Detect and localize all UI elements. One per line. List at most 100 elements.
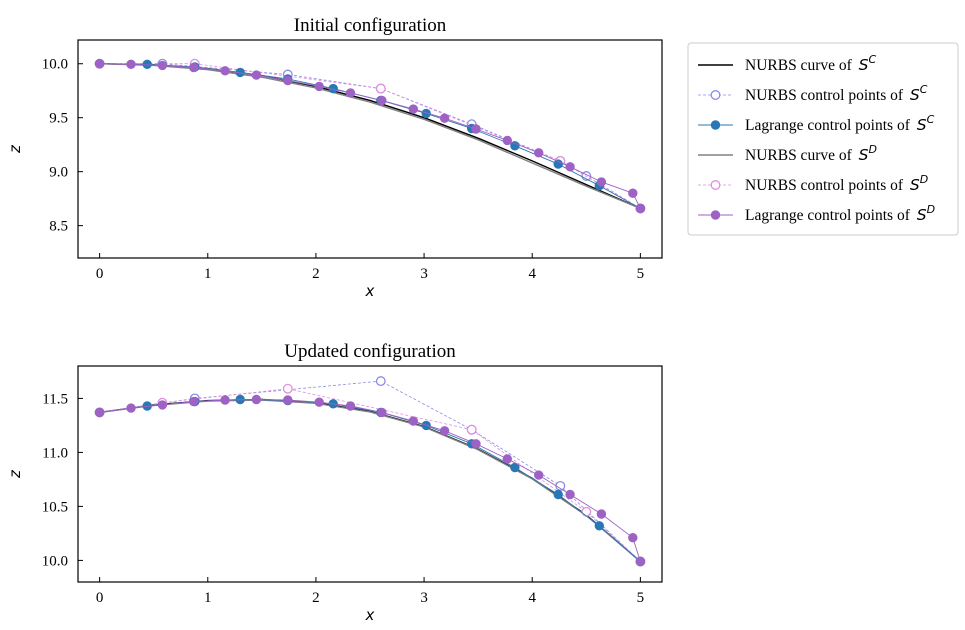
data-point bbox=[553, 489, 563, 500]
data-point bbox=[282, 383, 293, 394]
data-point bbox=[510, 141, 520, 151]
legend-frame bbox=[687, 42, 959, 236]
data-point bbox=[628, 532, 638, 543]
data-point bbox=[439, 113, 450, 123]
series-nurbsC bbox=[94, 58, 646, 214]
legend-label-superscript: C bbox=[869, 53, 877, 66]
x-tick-label: 0 bbox=[96, 590, 104, 606]
data-point bbox=[471, 124, 481, 134]
legend-entry: NURBS curve of SC bbox=[698, 53, 877, 74]
series-curveC bbox=[99, 63, 641, 210]
data-point bbox=[220, 395, 230, 405]
data-point bbox=[533, 470, 544, 480]
data-point bbox=[283, 395, 293, 405]
data-point bbox=[635, 203, 646, 214]
series-line bbox=[99, 63, 641, 209]
data-point bbox=[189, 396, 199, 407]
legend-label-text: NURBS curve of bbox=[745, 57, 856, 74]
x-axis-label: x bbox=[365, 282, 375, 300]
chart-panel-1: Initial configuration 0 1 2 3 4 5 8.5 9.0 9.5 10.0… bbox=[6, 15, 663, 300]
data-point bbox=[189, 62, 199, 73]
data-point bbox=[126, 403, 136, 413]
y-tick-label: 11.5 bbox=[42, 391, 68, 407]
chart-title: Updated configuration bbox=[284, 341, 456, 362]
x-tick-label: 5 bbox=[637, 590, 645, 606]
x-tick-label: 3 bbox=[420, 590, 428, 606]
series-line bbox=[99, 63, 641, 209]
data-point bbox=[565, 489, 575, 500]
data-point bbox=[581, 506, 592, 517]
data-point bbox=[502, 454, 512, 464]
data-point bbox=[502, 135, 512, 146]
data-point bbox=[471, 439, 481, 449]
legend-label-text: Lagrange control points of bbox=[745, 117, 914, 134]
data-point bbox=[375, 83, 386, 94]
data-point bbox=[628, 188, 638, 198]
legend-label-text: Lagrange control points of bbox=[745, 207, 914, 224]
plot-frame bbox=[77, 365, 663, 583]
x-tick-label: 1 bbox=[204, 266, 212, 282]
data-point bbox=[94, 58, 105, 69]
data-point bbox=[283, 75, 293, 86]
legend-label-text: NURBS curve of bbox=[745, 147, 856, 164]
data-point bbox=[596, 509, 607, 519]
x-tick-label: 5 bbox=[637, 266, 645, 282]
series-line bbox=[99, 63, 641, 209]
legend-label-superscript: D bbox=[927, 203, 935, 216]
series-lagD bbox=[94, 394, 646, 567]
legend-label-superscript: D bbox=[920, 173, 928, 186]
data-point bbox=[157, 400, 168, 410]
x-tick-label: 0 bbox=[96, 266, 104, 282]
legend-marker bbox=[710, 210, 721, 220]
series-nurbsD bbox=[94, 58, 646, 214]
data-point bbox=[126, 59, 136, 70]
plot-frame bbox=[77, 39, 663, 259]
data-point bbox=[408, 416, 418, 426]
series-curveD bbox=[99, 399, 641, 563]
legend-marker bbox=[710, 120, 721, 130]
data-point bbox=[635, 556, 646, 567]
legend-entry: NURBS control points of SC bbox=[698, 83, 928, 104]
x-tick-label: 1 bbox=[204, 590, 212, 606]
data-point bbox=[251, 70, 262, 80]
series-line bbox=[99, 388, 641, 562]
data-point bbox=[251, 394, 262, 405]
series-line bbox=[99, 399, 641, 562]
legend-label-superscript: D bbox=[869, 143, 877, 156]
legend-label-text: NURBS control points of bbox=[745, 87, 907, 104]
legend-label-superscript: C bbox=[927, 113, 935, 126]
legend-label: NURBS control points of SC bbox=[745, 83, 928, 104]
data-point bbox=[314, 81, 324, 92]
chart-title: Initial configuration bbox=[294, 15, 447, 36]
y-tick-label: 11.0 bbox=[42, 445, 68, 461]
series-curveD bbox=[99, 63, 641, 210]
legend-label-symbol: S bbox=[910, 86, 920, 104]
series-line bbox=[99, 63, 641, 209]
y-tick-label: 9.0 bbox=[49, 165, 68, 181]
legend-entry: Lagrange control points of SD bbox=[698, 203, 935, 224]
y-axis-label: z bbox=[6, 469, 24, 479]
data-point bbox=[142, 59, 152, 70]
legend-entry: NURBS curve of SD bbox=[698, 143, 877, 164]
data-point bbox=[345, 401, 356, 411]
y-tick-label: 8.5 bbox=[49, 219, 68, 235]
data-point bbox=[596, 177, 607, 187]
legend-label-superscript: C bbox=[920, 83, 928, 96]
data-point bbox=[594, 521, 604, 531]
data-point bbox=[377, 95, 387, 106]
data-point bbox=[345, 88, 356, 98]
series-lagC bbox=[94, 394, 646, 567]
data-point bbox=[375, 376, 386, 387]
x-axis-label: x bbox=[365, 606, 375, 624]
x-tick-label: 3 bbox=[420, 266, 428, 282]
data-point bbox=[421, 108, 431, 119]
series-line bbox=[99, 63, 641, 210]
data-point bbox=[466, 424, 477, 435]
legend-label-symbol: S bbox=[910, 176, 920, 194]
y-tick-label: 9.5 bbox=[49, 111, 68, 127]
data-point bbox=[314, 397, 324, 407]
x-tick-label: 2 bbox=[312, 266, 320, 282]
chart-panel-2: Updated configuration 0 1 2 3 4 5 10.0 10.5 11.0 1… bbox=[6, 341, 663, 624]
data-point bbox=[439, 426, 450, 436]
